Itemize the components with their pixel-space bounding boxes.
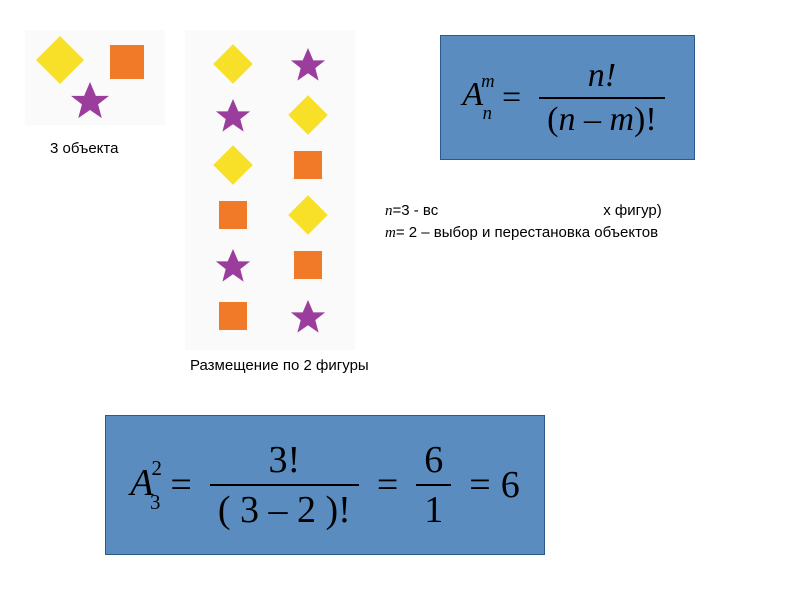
- n-prefix: =3 - вс: [393, 202, 439, 219]
- parameter-text: n=3 - вс х фигур) m= 2 – выбор и перестан…: [385, 200, 662, 244]
- panel-3-objects: [25, 30, 165, 125]
- equals-3: =: [469, 463, 490, 507]
- den-inner: 3 – 2: [240, 489, 316, 531]
- numerator: n!: [580, 57, 624, 97]
- numerator-2: 6: [416, 438, 451, 484]
- paren-open: (: [218, 489, 231, 531]
- result: 6: [501, 463, 520, 507]
- var-m: m: [385, 225, 396, 241]
- equals-2: =: [377, 463, 398, 507]
- pair-row: [195, 193, 345, 237]
- pair-row: [195, 42, 345, 86]
- formula-arrangements-general: Amn = n! (n – m)!: [440, 35, 695, 160]
- equals-1: =: [170, 463, 191, 507]
- lhs-sub: 3: [150, 490, 160, 514]
- param-line-n: n=3 - вс х фигур): [385, 200, 662, 222]
- lhs-sub: n: [483, 103, 492, 124]
- formula-arrangements-computed: A23 = 3! ( 3 – 2 )! = 6 1 = 6: [105, 415, 545, 555]
- numerator-1: 3!: [261, 438, 309, 484]
- den-tail: !: [338, 489, 351, 531]
- m-rest: = 2 – выбор и перестановка объектов: [396, 224, 658, 241]
- n-suffix: х фигур): [603, 202, 662, 219]
- lhs-sup: 2: [152, 456, 162, 480]
- equals-sign: =: [502, 79, 521, 117]
- label-arrangements: Размещение по 2 фигуры: [190, 357, 369, 374]
- denominator-1: ( 3 – 2 )!: [210, 484, 359, 532]
- panel-arrangements: [185, 30, 355, 350]
- denominator: (n – m)!: [539, 97, 665, 139]
- paren-close: ): [634, 101, 645, 138]
- lhs-var: A: [462, 76, 483, 113]
- lhs-sup: m: [481, 71, 495, 92]
- pair-row: [195, 93, 345, 137]
- var-n: n: [385, 203, 393, 219]
- paren-open: (: [547, 101, 558, 138]
- fraction: n! (n – m)!: [539, 57, 665, 139]
- paren-close: ): [326, 489, 339, 531]
- pair-row: [195, 243, 345, 287]
- num-text: n!: [588, 57, 616, 94]
- pair-row: [195, 143, 345, 187]
- fraction-1: 3! ( 3 – 2 )!: [210, 438, 359, 532]
- param-line-m: m= 2 – выбор и перестановка объектов: [385, 222, 662, 244]
- denom-tail: !: [645, 101, 656, 138]
- denom-inner: n – m: [558, 101, 634, 138]
- fraction-2: 6 1: [416, 438, 451, 532]
- denominator-2: 1: [416, 484, 451, 532]
- pair-row: [195, 294, 345, 338]
- label-3-objects: 3 объекта: [50, 140, 118, 157]
